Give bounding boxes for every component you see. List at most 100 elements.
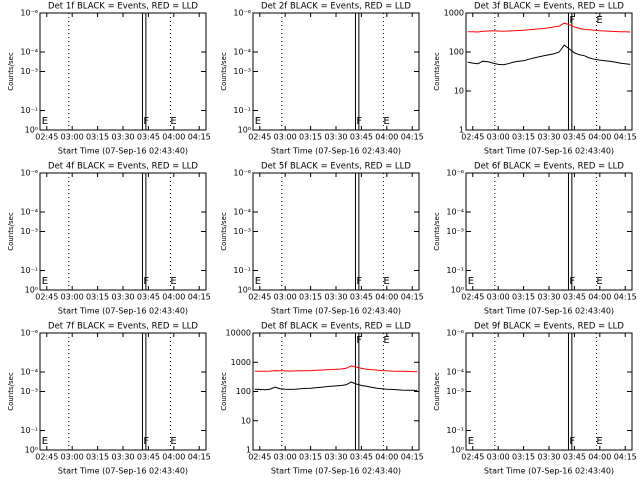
x-tick-label: 03:15 <box>512 453 535 462</box>
x-tick-label: 03:30 <box>111 293 134 302</box>
x-axis-label: Start Time (07-Sep-16 02:43:40) <box>58 147 188 156</box>
annotation: E <box>468 276 474 287</box>
y-tick-label: 10⁻¹ <box>446 426 464 435</box>
y-tick-label: 10⁰ <box>25 126 38 135</box>
y-tick-label: 10⁻¹ <box>446 266 464 275</box>
chart-title: Det 8f BLACK = Events, RED = LLD <box>261 322 411 332</box>
y-tick-label: 10⁻⁴ <box>446 208 464 217</box>
y-tick-label: 10⁻⁶ <box>446 169 464 178</box>
annotation: F <box>143 436 149 447</box>
plot-frame <box>39 12 207 131</box>
x-tick-label: 04:00 <box>588 453 611 462</box>
y-tick-label: 10⁻⁴ <box>446 368 464 377</box>
y-axis-label: Counts/sec <box>7 372 15 411</box>
series-line <box>467 22 631 33</box>
plot-frame <box>252 172 420 291</box>
annotation: E <box>596 15 602 26</box>
y-tick-label: 10⁻¹ <box>20 106 38 115</box>
y-tick-label: 10⁻⁴ <box>233 208 251 217</box>
y-tick-label: 10⁻³ <box>233 67 251 76</box>
annotation: F <box>356 276 362 287</box>
plot-frame <box>252 12 420 131</box>
x-tick-label: 03:00 <box>61 133 84 142</box>
x-tick-label: 03:45 <box>563 293 586 302</box>
x-tick-label: 03:30 <box>324 133 347 142</box>
y-tick-label: 10⁻⁶ <box>233 169 251 178</box>
y-axis-label: Counts/sec <box>220 372 228 411</box>
x-tick-label: 03:00 <box>487 133 510 142</box>
annotation: E <box>383 335 389 346</box>
x-tick-label: 04:15 <box>401 293 424 302</box>
x-tick-label: 04:00 <box>375 293 398 302</box>
y-tick-label: 10⁻³ <box>20 387 38 396</box>
x-tick-label: 04:15 <box>614 453 637 462</box>
plot-frame <box>465 172 633 291</box>
chart-title: Det 5f BLACK = Events, RED = LLD <box>261 162 411 172</box>
y-axis-label: Counts/sec <box>7 52 15 91</box>
x-axis-label: Start Time (07-Sep-16 02:43:40) <box>484 147 614 156</box>
annotation: F <box>143 276 149 287</box>
y-tick-label: 10⁻⁶ <box>233 9 251 18</box>
y-tick-label: 10⁻³ <box>20 67 38 76</box>
x-tick-label: 04:15 <box>401 133 424 142</box>
x-tick-label: 04:00 <box>162 453 185 462</box>
y-tick-label: 10⁰ <box>25 446 38 455</box>
y-axis-label: Counts/sec <box>433 212 441 251</box>
x-tick-label: 04:00 <box>588 133 611 142</box>
y-tick-label: 10⁰ <box>451 286 464 295</box>
x-tick-label: 03:00 <box>487 453 510 462</box>
plot-frame <box>39 172 207 291</box>
y-tick-label: 10000 <box>226 329 251 338</box>
y-tick-label: 100 <box>449 48 464 57</box>
annotation: E <box>596 276 602 287</box>
x-axis-label: Start Time (07-Sep-16 02:43:40) <box>58 467 188 476</box>
x-tick-label: 03:45 <box>350 293 373 302</box>
y-tick-label: 1000 <box>231 358 251 367</box>
y-tick-label: 10⁻⁶ <box>20 329 38 338</box>
x-axis-label: Start Time (07-Sep-16 02:43:40) <box>271 467 401 476</box>
y-tick-label: 10 <box>454 87 464 96</box>
annotation: F <box>143 116 149 127</box>
x-tick-label: 04:00 <box>375 453 398 462</box>
y-tick-label: 10⁻⁶ <box>446 329 464 338</box>
y-tick-label: 10⁰ <box>238 286 251 295</box>
chart-title: Det 4f BLACK = Events, RED = LLD <box>48 162 198 172</box>
annotation: E <box>255 116 261 127</box>
x-tick-label: 03:45 <box>350 133 373 142</box>
x-tick-label: 03:15 <box>299 453 322 462</box>
y-tick-label: 100 <box>236 387 251 396</box>
annotation: E <box>42 276 48 287</box>
x-tick-label: 03:45 <box>137 293 160 302</box>
x-tick-label: 03:15 <box>299 133 322 142</box>
x-tick-label: 02:45 <box>248 293 271 302</box>
x-tick-label: 02:45 <box>35 293 58 302</box>
x-tick-label: 03:45 <box>350 453 373 462</box>
plot-frame <box>39 332 207 451</box>
x-tick-label: 03:00 <box>274 453 297 462</box>
annotation: E <box>170 116 176 127</box>
series-line <box>254 365 418 373</box>
chart-title: Det 7f BLACK = Events, RED = LLD <box>48 322 198 332</box>
x-tick-label: 02:45 <box>461 453 484 462</box>
y-tick-label: 10⁻⁴ <box>20 368 38 377</box>
x-tick-label: 03:30 <box>324 453 347 462</box>
x-axis-label: Start Time (07-Sep-16 02:43:40) <box>484 307 614 316</box>
x-tick-label: 02:45 <box>35 133 58 142</box>
x-tick-label: 03:00 <box>274 133 297 142</box>
y-axis-label: Counts/sec <box>7 212 15 251</box>
x-tick-label: 03:30 <box>111 133 134 142</box>
x-tick-label: 04:15 <box>188 293 211 302</box>
y-tick-label: 10⁻¹ <box>20 426 38 435</box>
y-tick-label: 10⁻¹ <box>233 106 251 115</box>
x-tick-label: 04:00 <box>162 133 185 142</box>
y-tick-label: 10⁻³ <box>446 227 464 236</box>
x-tick-label: 02:45 <box>248 453 271 462</box>
annotation: E <box>170 436 176 447</box>
annotation: E <box>42 436 48 447</box>
plot-frame <box>252 332 420 451</box>
y-tick-label: 1000 <box>444 9 464 18</box>
y-tick-label: 10⁻³ <box>233 227 251 236</box>
x-tick-label: 03:00 <box>61 453 84 462</box>
x-tick-label: 04:15 <box>401 453 424 462</box>
x-tick-label: 04:15 <box>614 293 637 302</box>
